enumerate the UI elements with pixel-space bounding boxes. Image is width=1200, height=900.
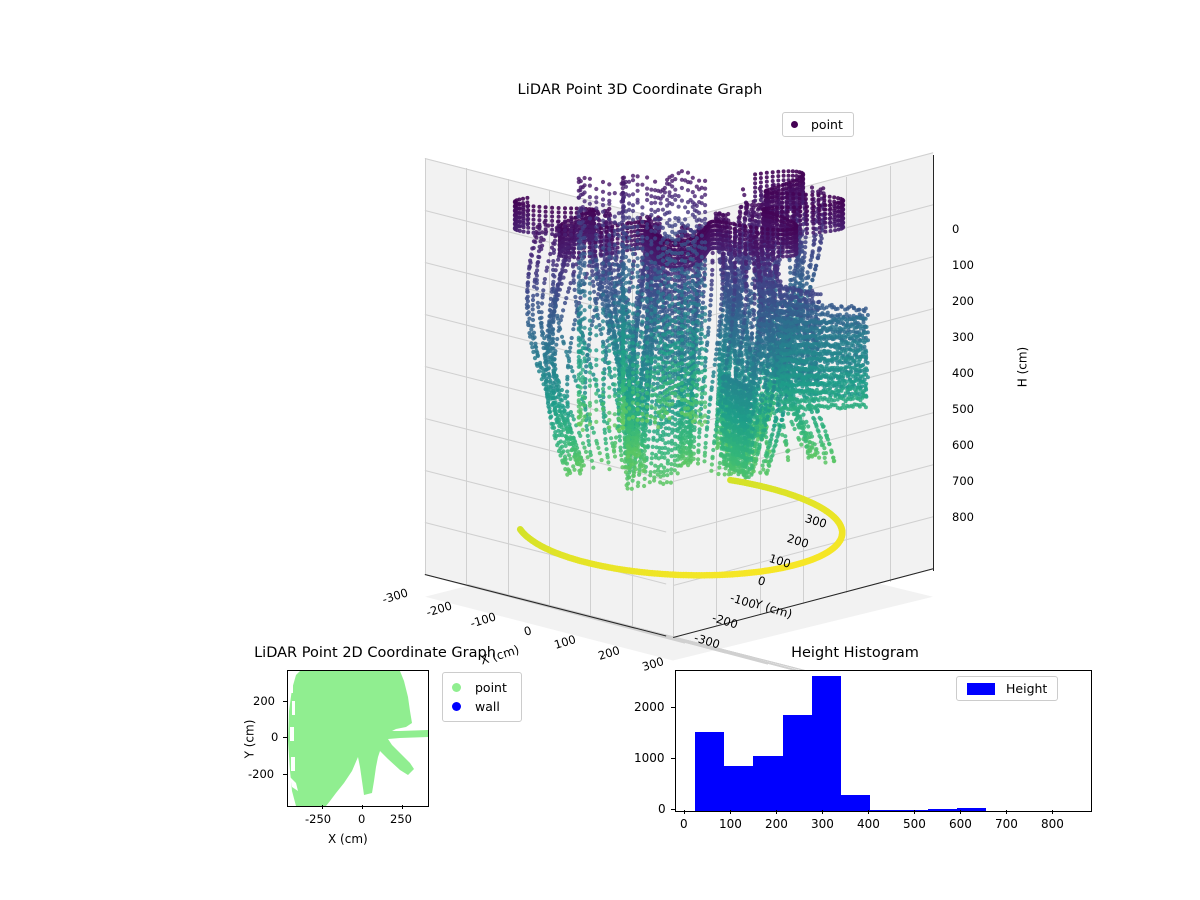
plot2d-ylabel: Y (cm): [242, 719, 257, 759]
histogram-bar: [956, 808, 986, 811]
x-tick-mark: [822, 810, 824, 814]
point-marker-icon: [791, 121, 798, 128]
histogram-legend-label: Height: [1006, 681, 1048, 696]
y-tick-label: 0: [658, 802, 666, 816]
x-tick-label: 800: [1041, 817, 1064, 831]
plot3d-axes-cube: -300 -200 -100 0 100 200 300 300 200 100…: [330, 110, 1029, 707]
x-tick-mark: [1052, 810, 1054, 814]
x-tick-label: 500: [903, 817, 926, 831]
height-patch-icon: [967, 682, 995, 695]
histogram-bar: [898, 809, 928, 811]
histogram-legend[interactable]: Height: [956, 676, 1059, 701]
x-tick-mark: [914, 810, 916, 814]
lidar-blob: [288, 671, 428, 806]
x-tick-label: 0: [680, 817, 688, 831]
plot3d-legend[interactable]: point: [782, 112, 854, 137]
histogram-bar: [927, 808, 957, 811]
point-marker-icon: [452, 683, 461, 692]
y-tick-label: 0: [271, 730, 279, 744]
z-axis-spine: [933, 155, 935, 571]
y-tick-label: 2000: [634, 700, 665, 714]
height-histogram-subplot: Height Histogram 0 1000 2000 0 100 200 3…: [620, 640, 1120, 870]
lidar-3d-subplot: LiDAR Point 3D Coordinate Graph point: [330, 70, 1029, 707]
z-tick-label: 800: [952, 510, 974, 524]
y-tick-mark: [671, 707, 675, 709]
x-tick-mark: [402, 805, 404, 809]
x-tick-label: 250: [390, 812, 412, 826]
plot2d-legend[interactable]: point wall: [442, 672, 522, 722]
y-tick-label: -200: [248, 767, 275, 781]
z-tick-label: 100: [952, 258, 974, 272]
histogram-bar: [753, 755, 783, 811]
x-tick-label: -250: [305, 812, 332, 826]
x-tick-mark: [868, 810, 870, 814]
legend-label-point: point: [475, 680, 507, 695]
z-tick-label: 700: [952, 474, 974, 488]
plot2d-axes[interactable]: [287, 670, 429, 807]
y-tick-mark: [283, 737, 287, 739]
legend-entry-point[interactable]: point: [452, 678, 507, 697]
x-tick-mark: [730, 810, 732, 814]
plot2d-title: LiDAR Point 2D Coordinate Graph: [254, 645, 496, 661]
y-tick-label: 1000: [634, 751, 665, 765]
x-tick-label: 0: [358, 812, 366, 826]
x-tick-mark: [1006, 810, 1008, 814]
legend-label-wall: wall: [475, 699, 500, 714]
legend-entry-wall[interactable]: wall: [452, 697, 507, 716]
x-tick-mark: [776, 810, 778, 814]
histogram-bar: [724, 766, 754, 811]
point-cloud-3d: [512, 169, 870, 579]
wall-marker-icon: [452, 702, 461, 711]
z-tick-label: 600: [952, 438, 974, 452]
y-tick-mark: [671, 758, 675, 760]
x-tick-mark: [960, 810, 962, 814]
x-tick-mark: [322, 805, 324, 809]
histogram-bar: [811, 676, 841, 811]
histogram-bar: [869, 809, 899, 811]
lidar-2d-subplot: LiDAR Point 2D Coordinate Graph 200 0 -2…: [150, 640, 570, 870]
x-tick-label: 200: [765, 817, 788, 831]
lidar-gaps: [290, 675, 298, 791]
y-tick-mark: [283, 701, 287, 703]
z-tick-label: 0: [952, 222, 960, 236]
x-tick-label: 600: [949, 817, 972, 831]
x-tick-mark: [362, 805, 364, 809]
x-tick-mark: [684, 810, 686, 814]
y-tick-mark: [283, 774, 287, 776]
plot2d-xlabel: X (cm): [328, 832, 368, 846]
y-tick-mark: [671, 809, 675, 811]
histogram-bar: [782, 715, 812, 811]
y-tick-label: 200: [253, 694, 275, 708]
plot3d-title: LiDAR Point 3D Coordinate Graph: [517, 82, 763, 98]
x-tick-label: 700: [995, 817, 1018, 831]
z-tick-label: 300: [952, 330, 974, 344]
x-tick-label: 400: [857, 817, 880, 831]
grid-line: [846, 177, 847, 593]
grid-line: [890, 166, 891, 582]
histogram-bar: [840, 794, 870, 811]
histogram-bar: [695, 731, 725, 811]
histogram-title: Height Histogram: [791, 645, 919, 661]
z-tick-label: 200: [952, 294, 974, 308]
plot3d-legend-label: point: [811, 117, 843, 132]
point-cloud-2d: [288, 671, 428, 806]
z-tick-label: 500: [952, 402, 974, 416]
z-tick-label: 400: [952, 366, 974, 380]
x-tick-label: 100: [719, 817, 742, 831]
x-tick-label: 300: [811, 817, 834, 831]
plot3d-zlabel: H (cm): [1015, 346, 1030, 388]
